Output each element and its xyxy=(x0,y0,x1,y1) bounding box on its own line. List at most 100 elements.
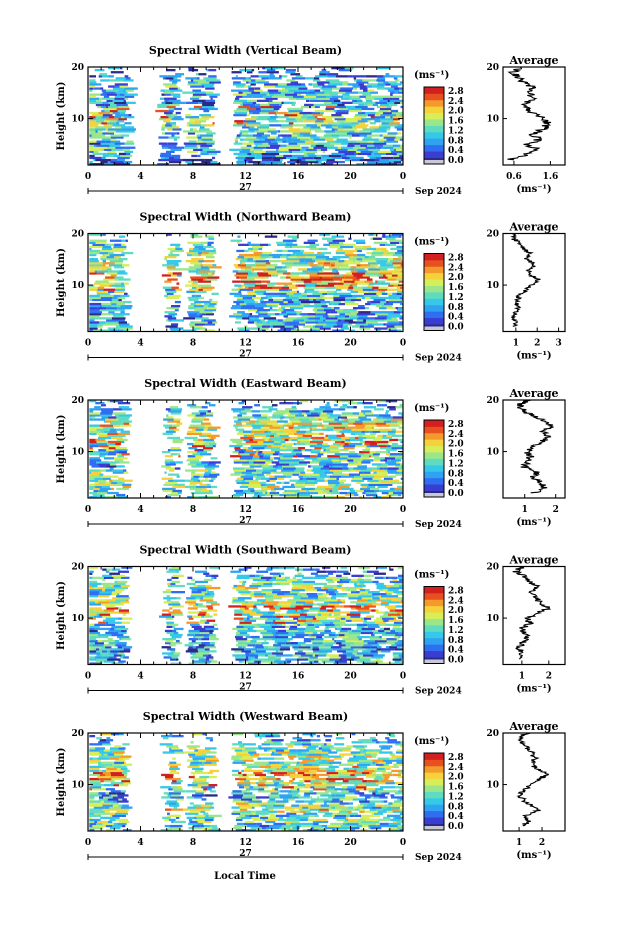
heatmap-cell xyxy=(307,116,315,119)
heatmap-cell xyxy=(373,233,378,236)
x-tick-label: 12 xyxy=(239,672,252,682)
heatmap-cell xyxy=(279,572,285,575)
heatmap-cell xyxy=(200,453,212,456)
heatmap-cell xyxy=(328,154,341,158)
heatmap-cell xyxy=(255,103,261,107)
heatmap-cell xyxy=(201,615,204,618)
y-tick-label: 10 xyxy=(71,448,84,458)
heatmap-cell xyxy=(331,136,339,139)
heatmap-cell xyxy=(288,128,300,131)
heatmap-cell xyxy=(191,120,195,123)
y-tick-label: 20 xyxy=(71,63,84,73)
heatmap-cell xyxy=(255,477,261,480)
heatmap-cell xyxy=(384,457,396,460)
heatmap-cell xyxy=(202,249,216,253)
heatmap-cell xyxy=(312,422,320,425)
heatmap-cell xyxy=(397,290,403,293)
heatmap-cell xyxy=(268,243,271,246)
heatmap-cell xyxy=(277,597,282,600)
heatmap-cell xyxy=(341,422,348,425)
heatmap-cell xyxy=(205,87,215,90)
heatmap-cell xyxy=(95,241,107,244)
heatmap-cell xyxy=(319,71,330,74)
heatmap-cell xyxy=(366,99,373,102)
heatmap-cell xyxy=(175,288,183,291)
heatmap-cell xyxy=(246,459,256,462)
heatmap-cell xyxy=(94,282,102,285)
heatmap-cell xyxy=(240,473,243,476)
heatmap-cell xyxy=(350,638,359,641)
heatmap-cell xyxy=(356,118,362,121)
heatmap-cell xyxy=(124,75,129,78)
heatmap-cell xyxy=(105,623,115,626)
heatmap-cell xyxy=(207,607,214,610)
heatmap-cell xyxy=(114,580,118,584)
heatmap-cell xyxy=(99,305,102,308)
heatmap-cell xyxy=(275,154,284,158)
heatmap-cell xyxy=(187,455,196,458)
heatmap-cell xyxy=(264,430,268,433)
heatmap-cell xyxy=(366,493,378,497)
heatmap-cell xyxy=(113,315,125,318)
heatmap-cell xyxy=(353,493,359,497)
heatmap-cell xyxy=(203,586,207,590)
heatmap-cell xyxy=(306,118,317,121)
heatmap-cell xyxy=(397,111,403,115)
heatmap-cell xyxy=(199,118,203,121)
heatmap-cell xyxy=(200,412,207,415)
heatmap-cell xyxy=(290,290,297,293)
heatmap-cell xyxy=(326,570,337,573)
heatmap-cell xyxy=(299,260,305,263)
heatmap-cell xyxy=(232,280,241,283)
heatmap-cell xyxy=(191,593,205,596)
heatmap-cell xyxy=(291,438,298,442)
heatmap-cell xyxy=(205,79,210,82)
heatmap-cell xyxy=(204,621,210,624)
heatmap-cell xyxy=(122,613,127,616)
chart-title: Spectral Width (Northward Beam) xyxy=(140,211,352,224)
heatmap-cell xyxy=(89,118,96,121)
heatmap-cell xyxy=(256,623,270,626)
heatmap-cell xyxy=(392,262,403,265)
heatmap-cell xyxy=(116,416,130,419)
heatmap-cell xyxy=(355,323,368,326)
heatmap-cell xyxy=(115,77,126,80)
heatmap-cell xyxy=(199,611,207,614)
colorbar-swatch xyxy=(424,426,444,434)
heatmap-cell xyxy=(280,638,293,641)
heatmap-cell xyxy=(172,625,176,628)
heatmap-cell xyxy=(239,150,250,153)
heatmap-cell xyxy=(249,481,260,484)
heatmap-cell xyxy=(344,623,357,626)
chart-title: Spectral Width (Vertical Beam) xyxy=(149,44,342,57)
heatmap-cell xyxy=(350,646,362,649)
heatmap-cell xyxy=(191,471,196,474)
heatmap-cell xyxy=(310,132,312,135)
heatmap-cell xyxy=(104,148,112,151)
heatmap-cell xyxy=(368,262,377,265)
heatmap-cell xyxy=(194,309,205,312)
heatmap-cell xyxy=(270,580,273,584)
heatmap-cell xyxy=(270,469,277,472)
heatmap-cell xyxy=(377,442,389,446)
heatmap-cell xyxy=(321,280,335,283)
heatmap-cell xyxy=(305,272,318,275)
heatmap-cell xyxy=(321,163,334,166)
heatmap-cell xyxy=(309,426,312,429)
heatmap-cell xyxy=(323,144,335,147)
heatmap-cell xyxy=(108,105,120,109)
heatmap-cell xyxy=(166,307,179,310)
heatmap-cell xyxy=(198,449,204,452)
heatmap-cell xyxy=(256,629,267,633)
heatmap-cell xyxy=(117,635,130,639)
heatmap-cell xyxy=(114,282,121,285)
heatmap-cell xyxy=(119,313,130,316)
heatmap-cell xyxy=(198,644,206,647)
heatmap-cell xyxy=(344,253,357,257)
heatmap-cell xyxy=(111,487,114,491)
heatmap-cell xyxy=(238,109,250,113)
heatmap-cell xyxy=(368,625,380,628)
heatmap-cell xyxy=(109,627,115,631)
heatmap-cell xyxy=(317,309,324,312)
heatmap-cell xyxy=(316,442,323,446)
